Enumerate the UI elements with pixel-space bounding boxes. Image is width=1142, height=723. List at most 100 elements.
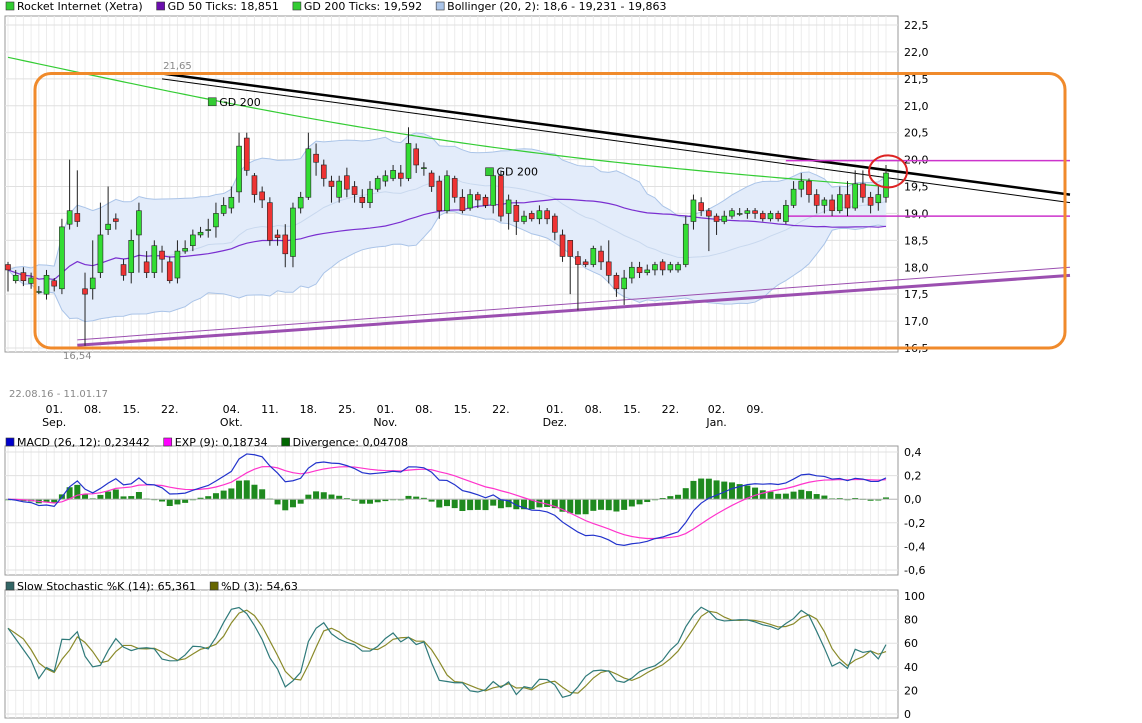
candle-body [282,234,289,255]
candle-body [113,218,119,222]
divergence-bar [259,489,266,500]
candle-body [659,261,666,271]
x-tick-label: 08. [415,403,433,416]
x-tick-month: Jan. [705,416,726,429]
stochastic-panel: 100 80 60 40 20 0 [4,589,925,721]
candle-body [43,275,50,295]
divergence-bar [667,496,674,500]
candle-body [752,210,758,214]
candle-body [860,183,866,198]
candle-body [59,226,65,290]
candle-body [552,215,558,233]
x-tick-label: 08. [84,403,102,416]
divergence-bar [43,499,50,503]
divergence-bar [582,499,589,515]
macd-y-tick: -0,4 [904,540,925,553]
divergence-bar [567,499,574,514]
candle-body [390,170,396,179]
macd-legend-swatch [281,437,290,447]
x-tick-label: 08. [585,403,603,416]
divergence-bar [320,492,327,500]
macd-y-tick: 0,0 [904,493,922,506]
divergence-bar [66,487,73,500]
divergence-bar [366,499,373,504]
x-tick-label: 22. [492,403,510,416]
gd200-line [7,56,887,188]
divergence-bar [636,499,643,505]
price-y-tick: 20,5 [904,127,929,140]
breakout-circle [868,154,908,189]
divergence-bar [328,494,335,500]
candle-body [490,175,497,206]
divergence-bar [644,499,651,503]
candle-body [521,215,527,222]
candle-body [544,210,550,220]
divergence-bar [336,495,343,500]
candle-body [867,196,874,206]
macd-line [7,453,887,546]
stochastic-k-line [7,606,887,699]
candle-body [397,172,404,179]
divergence-bar [413,496,420,500]
x-tick-label: 01. [546,403,564,416]
divergence-bar [359,499,366,504]
candle-body [836,194,843,212]
candle-body [128,240,135,273]
candle-body [629,266,635,279]
candle-body [143,261,150,273]
candle-body [567,240,574,257]
candle-body [213,213,219,228]
candle-body [652,264,658,271]
candle-body [713,215,720,222]
candle-body [590,248,597,265]
stochastic-y-tick: 0 [904,708,911,721]
divergence-bar [343,498,350,500]
price-legend-swatch [292,1,302,11]
divergence-bar [790,491,797,500]
divergence-bar [605,499,612,511]
price-legend-label: Bollinger (20, 2): 18,6 - 19,231 - 19,86… [447,0,666,13]
divergence-bar [374,499,381,503]
candle-body [706,210,712,217]
x-tick-label: 25. [338,403,356,416]
candle-body [305,148,312,198]
divergence-bar [174,499,181,505]
candle-body [598,250,604,263]
divergence-bar [574,499,581,515]
divergence-bar [120,496,127,500]
x-tick-label: 22. [662,403,680,416]
divergence-bar [228,488,235,500]
macd-y-tick: -0,2 [904,517,925,530]
price-legend-label: GD 50 Ticks: 18,851 [168,0,279,13]
divergence-bar [528,499,535,510]
candle-body [297,196,304,209]
divergence-bar [105,491,112,500]
candle-body [374,178,381,190]
candle-body [320,164,327,179]
divergence-bar [205,496,212,500]
candle-body [28,277,34,284]
divergence-bar [459,499,466,511]
divergence-bar [482,499,489,511]
divergence-bar [451,499,458,509]
divergence-bar [867,499,874,501]
divergence-bar [397,499,404,501]
x-tick-label: 01. [45,403,63,416]
candle-body [243,137,250,171]
stochastic-y-tick: 20 [904,684,918,697]
macd-legend-swatch [5,437,15,447]
divergence-bar [467,499,474,511]
candle-body [120,264,127,276]
candle-body [290,207,296,257]
candle-body [274,234,281,238]
candle-body [382,175,389,182]
candle-body [36,291,42,293]
divergence-bar [521,499,528,510]
divergence-bar [97,494,104,500]
candle-body [421,167,427,169]
trend-line-resistance-thin [161,78,1071,204]
candle-body [428,172,435,187]
candle-body [721,215,728,222]
macd-y-tick: 0,4 [904,446,922,459]
